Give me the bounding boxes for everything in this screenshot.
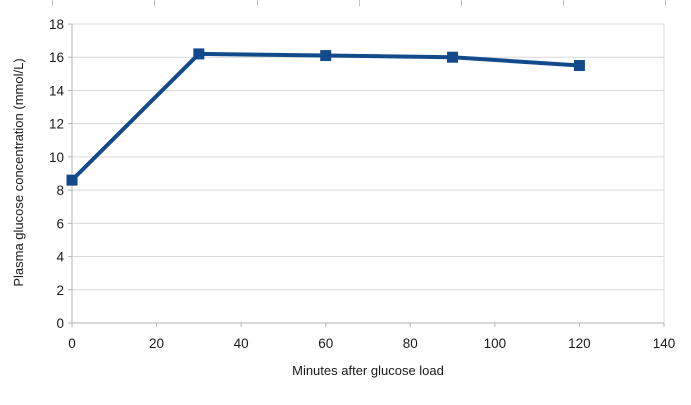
spreadsheet-grid-tick [461, 0, 462, 6]
data-point-marker [66, 174, 78, 186]
x-axis-title: Minutes after glucose load [292, 363, 444, 378]
y-axis-title: Plasma glucose concentration (mmol/L) [11, 58, 26, 287]
y-tick-label: 14 [49, 83, 65, 98]
y-tick-label: 10 [49, 150, 64, 165]
y-tick-label: 4 [56, 250, 64, 265]
spreadsheet-grid-tick [665, 0, 666, 6]
x-tick-label: 20 [149, 336, 164, 351]
x-tick-label: 120 [568, 336, 591, 351]
spreadsheet-grid-tick [154, 0, 155, 6]
y-tick-label: 8 [56, 183, 64, 198]
data-point-marker [447, 51, 459, 63]
data-point-marker [320, 50, 332, 62]
spreadsheet-grid-tick [359, 0, 360, 6]
y-tick-label: 2 [56, 283, 64, 298]
x-tick-label: 0 [68, 336, 76, 351]
spreadsheet-grid-tick [52, 0, 53, 6]
data-series-line [70, 51, 580, 182]
data-point-marker [193, 48, 205, 60]
spreadsheet-grid-tick [563, 0, 564, 6]
y-tick-label: 12 [49, 117, 64, 132]
y-tick-label: 16 [49, 50, 64, 65]
x-tick-label: 140 [653, 336, 676, 351]
x-tick-label: 60 [318, 336, 333, 351]
spreadsheet-grid-tick [257, 0, 258, 6]
y-tick-label: 6 [56, 216, 64, 231]
x-tick-label: 100 [484, 336, 507, 351]
data-point-marker [573, 60, 585, 72]
y-tick-label: 18 [49, 17, 64, 32]
x-tick-label: 40 [234, 336, 249, 351]
x-tick-label: 80 [403, 336, 418, 351]
y-tick-label: 0 [56, 316, 64, 331]
